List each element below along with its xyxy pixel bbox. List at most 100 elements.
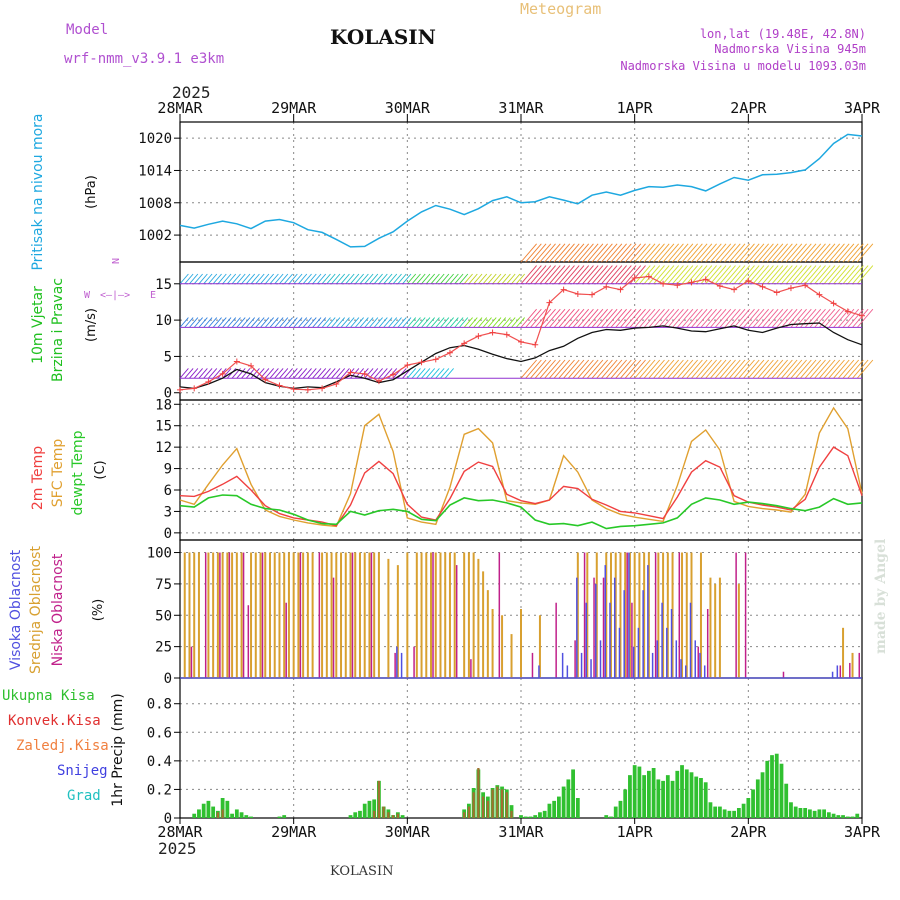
wind-barb <box>335 368 346 379</box>
wind-barb <box>198 368 208 379</box>
wind-barb <box>837 243 855 263</box>
ytick-label: 1008 <box>138 196 172 212</box>
wind-barb <box>620 243 637 263</box>
ytick-label: 3 <box>164 504 172 520</box>
wind-barb <box>549 359 566 379</box>
xtick-top-label: 2APR <box>730 99 767 117</box>
ytick-label: 0.4 <box>147 754 172 770</box>
wind-barb <box>634 265 651 285</box>
wind-barb <box>842 308 859 328</box>
wind-barb <box>440 368 450 379</box>
wind-barb <box>667 243 684 263</box>
wind-barb <box>719 359 736 379</box>
wind-barb <box>700 308 717 328</box>
wind-barb <box>752 359 770 379</box>
wind-barb <box>662 265 680 285</box>
gust-marker <box>233 358 240 365</box>
precip-bar <box>500 789 504 818</box>
precip-bar <box>751 789 755 818</box>
wind-barb <box>563 243 580 263</box>
wind-barb <box>321 317 331 328</box>
wind-barb <box>326 317 336 328</box>
precip-bar <box>845 816 850 818</box>
wind-barb <box>397 317 407 328</box>
ylabel-wind: 10m Vjetar <box>30 286 46 364</box>
wind-barb <box>752 308 770 328</box>
ylabel-temp: 2m Temp <box>30 446 46 510</box>
wind-barb <box>345 273 355 285</box>
wind-barb <box>255 317 265 328</box>
gust-marker <box>475 333 482 340</box>
watermark: made by Angel <box>873 539 889 654</box>
wind-barb <box>520 359 537 379</box>
wind-barb <box>809 359 826 379</box>
wind-barb <box>766 243 784 263</box>
wind-barb <box>828 243 845 263</box>
wind-barb <box>823 243 841 263</box>
precip-bar <box>391 815 395 818</box>
wind-barb <box>653 243 670 263</box>
wind-barb <box>568 265 585 285</box>
wind-barb <box>790 243 807 263</box>
precip-bar <box>765 760 770 818</box>
wind-barb <box>288 368 298 379</box>
wind-barb <box>591 243 608 263</box>
wind-barb <box>676 265 694 285</box>
wind-barb <box>288 273 298 285</box>
wind-barb <box>354 317 364 328</box>
wind-barb <box>601 308 618 328</box>
wind-barb <box>440 317 450 328</box>
precip-bar <box>808 809 812 818</box>
wind-barb <box>511 273 521 285</box>
wind-barb <box>478 317 488 328</box>
wind-barb <box>591 359 608 379</box>
wind-barb <box>762 359 779 379</box>
wind-barb <box>653 308 670 328</box>
series-pressure <box>179 133 863 248</box>
wind-barb <box>245 273 256 285</box>
wind-barb <box>264 317 274 328</box>
wind-barb <box>828 265 845 285</box>
wind-barb <box>430 273 440 285</box>
wind-barb <box>307 317 317 328</box>
wind-barb <box>193 273 203 285</box>
wind-barb <box>676 308 694 328</box>
wind-barb <box>245 317 256 328</box>
wind-barb <box>241 368 251 379</box>
wind-barb <box>639 243 656 263</box>
wind-barb <box>757 359 774 379</box>
wind-barb <box>421 368 431 379</box>
ytick-label: 0.8 <box>147 697 172 713</box>
wind-barb <box>203 317 213 328</box>
wind-barb <box>321 273 331 285</box>
wind-barb <box>388 317 398 328</box>
gust-marker <box>560 286 567 293</box>
wind-barb <box>421 273 431 285</box>
wind-barb <box>250 368 260 379</box>
wind-barb <box>501 273 511 285</box>
wind-barb <box>695 359 713 379</box>
wind-barb <box>596 359 613 379</box>
precip-bar <box>628 775 632 818</box>
gust-marker <box>319 385 326 392</box>
wind-barb <box>549 308 566 328</box>
wind-barb <box>534 308 552 328</box>
ytick-label: 1002 <box>138 228 172 244</box>
precip-bar <box>855 813 860 818</box>
wind-barb <box>279 317 289 328</box>
wind-barb <box>264 273 274 285</box>
lonlat-info: lon,lat (19.48E, 42.8N) <box>700 27 866 41</box>
svg-text:E: E <box>150 290 156 301</box>
wind-barb <box>800 243 817 263</box>
wind-barb <box>766 359 784 379</box>
ylabel-pressure: Pritisak na nivou mora <box>30 113 46 270</box>
wind-barb <box>747 359 765 379</box>
wind-barb <box>842 359 859 379</box>
xtick-bottom-label: 28MAR <box>157 823 203 841</box>
precip-bar <box>400 815 405 818</box>
wind-barb <box>620 308 637 328</box>
ytick-label: 1020 <box>138 131 172 147</box>
wind-barb <box>383 317 393 328</box>
wind-barb <box>662 243 680 263</box>
wind-barb <box>781 308 798 328</box>
